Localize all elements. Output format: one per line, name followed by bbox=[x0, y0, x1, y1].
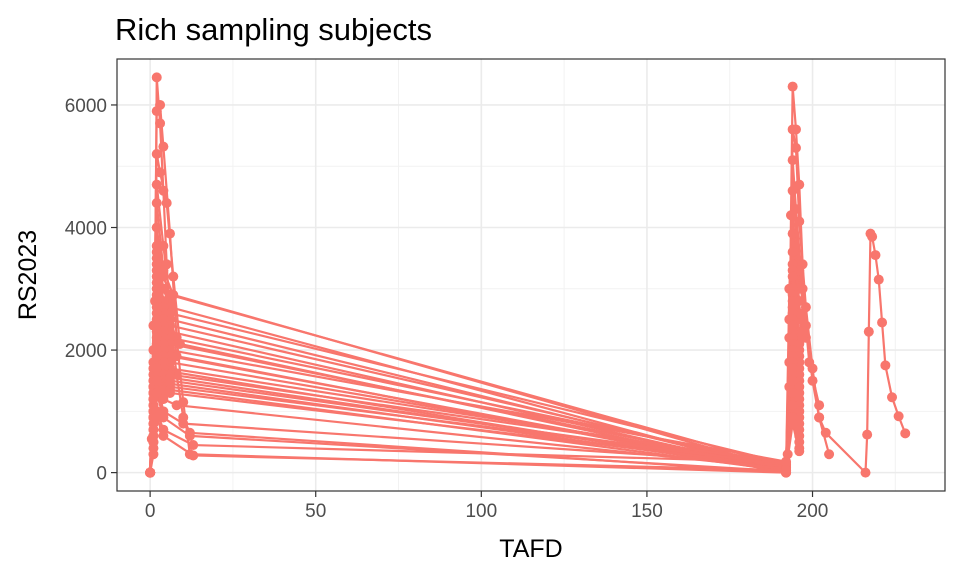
x-axis-title: TAFD bbox=[499, 535, 562, 563]
data-point bbox=[787, 155, 798, 166]
data-point bbox=[161, 198, 172, 208]
x-tick-label: 50 bbox=[305, 501, 326, 522]
data-point bbox=[787, 81, 798, 92]
data-point bbox=[168, 271, 179, 282]
data-point bbox=[880, 360, 891, 371]
data-point bbox=[164, 228, 175, 239]
grid bbox=[117, 59, 945, 491]
data-point bbox=[174, 338, 185, 349]
data-point bbox=[787, 375, 798, 386]
data-point bbox=[188, 440, 199, 451]
data-point bbox=[800, 302, 811, 313]
data-point bbox=[151, 198, 162, 208]
data-point bbox=[158, 430, 169, 441]
data-point bbox=[178, 418, 189, 429]
data-point bbox=[867, 231, 878, 242]
series-points bbox=[145, 72, 911, 478]
data-point bbox=[804, 357, 815, 368]
data-point bbox=[164, 387, 175, 398]
chart-title: Rich sampling subjects bbox=[115, 12, 432, 47]
data-point bbox=[794, 216, 805, 227]
data-point bbox=[862, 429, 873, 440]
data-point bbox=[873, 274, 884, 285]
data-point bbox=[151, 179, 162, 190]
data-point bbox=[787, 228, 798, 239]
data-point bbox=[787, 418, 798, 429]
data-point bbox=[158, 141, 169, 152]
data-point bbox=[787, 247, 798, 258]
data-point bbox=[151, 222, 162, 233]
data-point bbox=[860, 467, 871, 478]
data-point bbox=[155, 167, 166, 178]
data-point bbox=[781, 457, 792, 468]
data-point bbox=[787, 185, 798, 196]
data-point bbox=[814, 400, 825, 411]
data-point bbox=[158, 185, 169, 196]
data-point bbox=[184, 430, 195, 441]
data-point bbox=[787, 124, 798, 135]
data-point bbox=[787, 271, 798, 282]
data-point bbox=[781, 465, 792, 476]
data-point bbox=[794, 179, 805, 190]
data-point bbox=[158, 394, 169, 405]
data-point bbox=[151, 72, 162, 83]
data-point bbox=[151, 148, 162, 159]
x-tick-label: 200 bbox=[797, 501, 829, 522]
data-point bbox=[807, 375, 818, 386]
x-tick-label: 100 bbox=[465, 501, 497, 522]
data-point bbox=[787, 387, 798, 398]
data-point bbox=[877, 317, 888, 328]
data-point bbox=[171, 400, 182, 411]
data-point bbox=[790, 142, 801, 153]
x-tick-label: 150 bbox=[631, 501, 663, 522]
data-point bbox=[151, 375, 162, 386]
data-point bbox=[151, 363, 162, 374]
y-tick-label: 4000 bbox=[65, 219, 107, 240]
data-point bbox=[164, 289, 175, 300]
data-point bbox=[893, 411, 904, 422]
data-point bbox=[151, 351, 162, 362]
data-point bbox=[824, 449, 835, 460]
data-point bbox=[863, 326, 874, 337]
data-point bbox=[148, 436, 159, 447]
data-point bbox=[787, 400, 798, 411]
data-point bbox=[787, 210, 798, 221]
data-point bbox=[188, 450, 199, 461]
data-point bbox=[151, 412, 162, 423]
panel-border bbox=[116, 58, 946, 492]
data-point bbox=[900, 428, 911, 439]
data-point bbox=[794, 446, 805, 457]
y-tick-label: 6000 bbox=[65, 96, 107, 117]
data-point bbox=[145, 467, 156, 478]
data-point bbox=[887, 392, 898, 403]
data-point bbox=[155, 118, 166, 129]
data-point bbox=[151, 387, 162, 398]
y-tick-label: 0 bbox=[96, 464, 107, 485]
data-point bbox=[148, 449, 159, 460]
data-point bbox=[870, 250, 881, 261]
x-tick-label: 0 bbox=[145, 501, 156, 522]
data-point bbox=[155, 99, 166, 110]
y-tick-label: 2000 bbox=[65, 341, 107, 362]
y-axis-title: RS2023 bbox=[14, 230, 42, 320]
data-point bbox=[814, 412, 825, 423]
data-point bbox=[820, 427, 831, 438]
